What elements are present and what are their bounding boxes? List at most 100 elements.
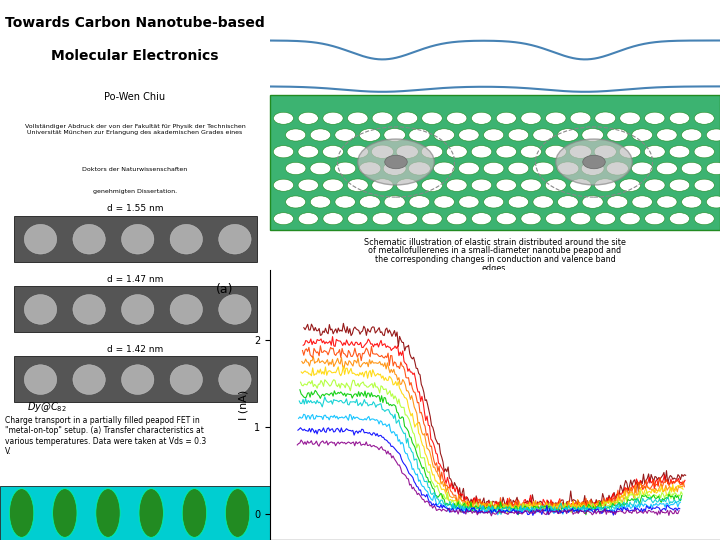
Circle shape [397, 213, 418, 225]
Circle shape [323, 112, 343, 124]
Circle shape [422, 112, 442, 124]
Ellipse shape [122, 224, 154, 254]
Text: Doktors der Naturwissenschaften: Doktors der Naturwissenschaften [82, 167, 188, 172]
Circle shape [581, 161, 604, 176]
Circle shape [657, 129, 677, 141]
Ellipse shape [73, 224, 105, 254]
Circle shape [682, 196, 702, 208]
Circle shape [96, 489, 120, 537]
Text: of metallofullerenes in a small-diameter nanotube peapod and: of metallofullerenes in a small-diameter… [369, 246, 621, 255]
Circle shape [644, 112, 665, 124]
Ellipse shape [219, 365, 251, 394]
Circle shape [53, 489, 77, 537]
Circle shape [348, 213, 368, 225]
Circle shape [359, 129, 380, 141]
Circle shape [298, 146, 318, 158]
Circle shape [285, 163, 306, 174]
Circle shape [310, 196, 330, 208]
Circle shape [286, 129, 306, 141]
Text: Dy@C$_{82}$: Dy@C$_{82}$ [27, 400, 67, 414]
Circle shape [595, 179, 616, 192]
Circle shape [359, 195, 380, 208]
Circle shape [409, 195, 430, 208]
Circle shape [694, 146, 714, 158]
Ellipse shape [73, 365, 105, 394]
Text: Molecular Electronics: Molecular Electronics [51, 49, 219, 63]
Circle shape [359, 162, 381, 175]
Text: d = 1.47 nm: d = 1.47 nm [107, 274, 163, 284]
Circle shape [397, 112, 418, 125]
Circle shape [644, 179, 665, 191]
Text: Schematic illustration of elastic strain distributed around the site: Schematic illustration of elastic strain… [364, 238, 626, 247]
Circle shape [557, 162, 579, 175]
Text: Charge transport in a partially filled peapod FET in
"metal-on-top" setup. (a) T: Charge transport in a partially filled p… [6, 416, 207, 456]
Circle shape [298, 179, 318, 191]
FancyBboxPatch shape [14, 286, 256, 332]
Circle shape [521, 179, 541, 191]
FancyBboxPatch shape [270, 94, 720, 230]
Circle shape [496, 146, 516, 158]
Ellipse shape [24, 295, 57, 324]
Circle shape [459, 129, 479, 141]
Ellipse shape [122, 365, 154, 394]
Circle shape [570, 213, 591, 225]
Ellipse shape [219, 224, 251, 254]
Circle shape [298, 213, 318, 225]
Circle shape [670, 179, 690, 191]
Circle shape [422, 213, 442, 225]
Circle shape [372, 179, 393, 192]
Circle shape [484, 129, 504, 141]
Ellipse shape [73, 295, 105, 324]
Circle shape [459, 196, 479, 208]
Circle shape [274, 213, 294, 225]
Circle shape [372, 112, 393, 125]
Circle shape [694, 179, 714, 191]
Circle shape [459, 162, 480, 175]
Text: the corresponding changes in conduction and valence band: the corresponding changes in conduction … [374, 255, 616, 264]
Circle shape [384, 129, 405, 141]
Circle shape [409, 129, 430, 141]
Circle shape [533, 196, 554, 208]
FancyBboxPatch shape [14, 356, 256, 402]
Circle shape [681, 163, 702, 174]
Circle shape [483, 163, 504, 174]
Circle shape [335, 196, 356, 208]
Circle shape [434, 196, 454, 208]
Circle shape [570, 179, 591, 192]
Text: genehmigten Dissertation.: genehmigten Dissertation. [93, 189, 177, 194]
Circle shape [421, 179, 443, 192]
Circle shape [446, 112, 467, 124]
Circle shape [595, 213, 616, 225]
Circle shape [546, 213, 566, 225]
Circle shape [508, 196, 528, 208]
Circle shape [570, 145, 592, 158]
Circle shape [139, 489, 163, 537]
Circle shape [358, 139, 434, 185]
Circle shape [323, 213, 343, 225]
Y-axis label: I (nA): I (nA) [238, 390, 248, 420]
Circle shape [644, 213, 665, 225]
Circle shape [323, 145, 343, 158]
Circle shape [582, 156, 606, 168]
Circle shape [556, 139, 632, 185]
Circle shape [694, 112, 714, 124]
FancyBboxPatch shape [0, 486, 270, 540]
Circle shape [619, 179, 641, 192]
Circle shape [620, 112, 640, 124]
Circle shape [496, 213, 516, 225]
Circle shape [582, 129, 603, 141]
Text: edges.: edges. [482, 264, 508, 273]
Text: Po-Wen Chiu: Po-Wen Chiu [104, 92, 166, 102]
Circle shape [521, 112, 541, 124]
Circle shape [408, 162, 431, 175]
Circle shape [694, 213, 714, 225]
Text: d = 1.55 nm: d = 1.55 nm [107, 204, 163, 213]
Circle shape [508, 129, 528, 141]
Circle shape [348, 112, 368, 124]
Circle shape [384, 195, 405, 208]
Circle shape [706, 163, 720, 174]
Circle shape [182, 489, 207, 537]
Circle shape [310, 129, 330, 141]
Circle shape [631, 162, 653, 175]
Circle shape [347, 179, 368, 192]
